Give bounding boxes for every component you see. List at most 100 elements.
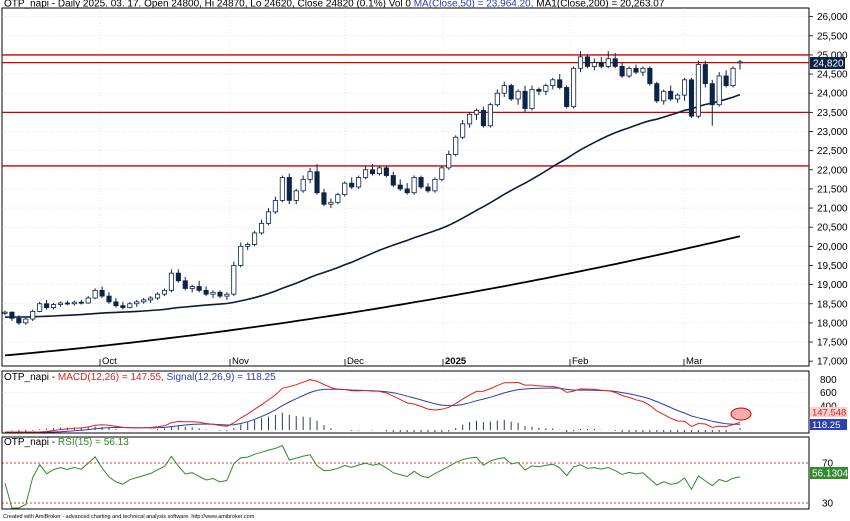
rsi-line xyxy=(4,444,741,509)
candle xyxy=(647,66,653,86)
candle xyxy=(397,179,403,191)
macd-axis-label: 800 xyxy=(820,375,837,386)
candle xyxy=(245,242,251,251)
candle xyxy=(71,300,77,306)
candle xyxy=(356,175,362,189)
candle xyxy=(127,301,133,309)
candle-body xyxy=(737,61,743,64)
rsi-grid xyxy=(2,462,809,504)
rsi-panel: 70 30 56.1304 OTP_napi - RSI(15) = 56.13 xyxy=(1,436,849,510)
price-header: OTP_napi - Daily 2025. 03. 17. Open 2480… xyxy=(4,0,665,10)
candle xyxy=(106,292,112,304)
candle-body xyxy=(335,194,341,203)
candle-body xyxy=(71,301,77,305)
candle-body xyxy=(446,154,452,169)
macd-label: MACD(12,26) = 147.55, xyxy=(58,372,167,383)
candle xyxy=(480,106,486,128)
candle xyxy=(113,298,119,308)
candle-body xyxy=(141,299,147,303)
candle-body xyxy=(314,171,320,194)
candle xyxy=(307,167,313,184)
macd-header-name: OTP_napi - xyxy=(4,372,58,383)
candle xyxy=(390,171,396,187)
date-axis-label: 2025 xyxy=(445,356,467,367)
candle xyxy=(598,56,604,69)
macd-histogram xyxy=(11,412,741,432)
candle xyxy=(473,108,480,121)
candle xyxy=(265,208,272,226)
candle-body xyxy=(550,79,556,86)
candle xyxy=(702,60,708,88)
candle-body xyxy=(654,83,660,102)
candle xyxy=(633,64,639,75)
rsi-axis-labels: 70 30 xyxy=(822,459,834,510)
candle xyxy=(335,192,341,205)
date-axis-label: Dec xyxy=(347,356,364,367)
candle xyxy=(619,62,625,78)
rsi-tag-box xyxy=(810,467,848,479)
candle-body xyxy=(23,318,29,324)
candle-body xyxy=(363,169,369,178)
candle xyxy=(681,77,688,101)
ma50-label: MA(Close,50) = 23,964.20, xyxy=(414,0,537,10)
macd-axis-labels: 800 600 400 xyxy=(820,375,837,412)
candle xyxy=(557,74,563,90)
candle-body xyxy=(695,64,701,117)
candle xyxy=(342,181,348,197)
candle xyxy=(487,102,493,128)
candle xyxy=(425,183,431,193)
candle xyxy=(279,175,285,203)
candle-body xyxy=(265,211,272,224)
candle-body xyxy=(508,85,514,100)
candle-body xyxy=(106,295,112,303)
candle xyxy=(78,299,84,305)
candle-body xyxy=(390,175,396,186)
ma200-line xyxy=(4,235,741,357)
candle xyxy=(148,296,154,303)
candle-body xyxy=(730,67,736,86)
candle xyxy=(30,309,36,321)
price-axis-label: 26,000 xyxy=(817,12,848,23)
date-axis-label: Feb xyxy=(572,356,588,367)
candle-body xyxy=(688,79,695,117)
candle xyxy=(99,286,105,299)
header-title: OTP_napi - Daily 2025. 03. 17. Open 2480… xyxy=(4,0,414,10)
candle-body xyxy=(50,304,57,308)
price-axis-label: 18,000 xyxy=(817,318,848,329)
candle-body xyxy=(633,67,639,73)
candle-body xyxy=(675,94,681,100)
price-axis-label: 24,500 xyxy=(817,70,848,81)
date-axis-labels: Oct Nov Dec 2025 Feb Mar xyxy=(99,8,702,508)
candle xyxy=(23,317,29,325)
candle xyxy=(328,198,334,209)
candle xyxy=(189,284,195,293)
candle-body xyxy=(272,199,278,213)
candle-body xyxy=(30,311,36,320)
candle-body xyxy=(224,293,230,297)
candle xyxy=(85,296,91,304)
candle xyxy=(161,288,168,297)
candle-body xyxy=(238,245,244,266)
price-axis-label: 25,500 xyxy=(817,31,848,42)
price-tag-box xyxy=(810,57,845,69)
candle-body xyxy=(487,104,493,127)
candle-body xyxy=(439,167,445,180)
price-axis-label: 25,000 xyxy=(817,50,848,61)
candle-body xyxy=(196,286,202,291)
candle-body xyxy=(668,90,674,100)
candle-body xyxy=(460,123,466,138)
candle-body xyxy=(127,303,133,308)
rsi-label: RSI(15) = 56.13 xyxy=(58,437,129,448)
candle xyxy=(577,51,584,73)
candle xyxy=(494,89,500,107)
candle xyxy=(723,70,729,88)
candle xyxy=(411,175,417,195)
candle-body xyxy=(577,56,584,69)
candle-body xyxy=(571,67,577,108)
candle-body xyxy=(640,67,646,73)
candle-body xyxy=(584,56,590,67)
candle-body xyxy=(411,177,417,194)
price-axis-label: 17,000 xyxy=(817,357,848,368)
rsi-tag-text: 56.1304 xyxy=(812,469,849,480)
candlesticks xyxy=(2,51,743,325)
